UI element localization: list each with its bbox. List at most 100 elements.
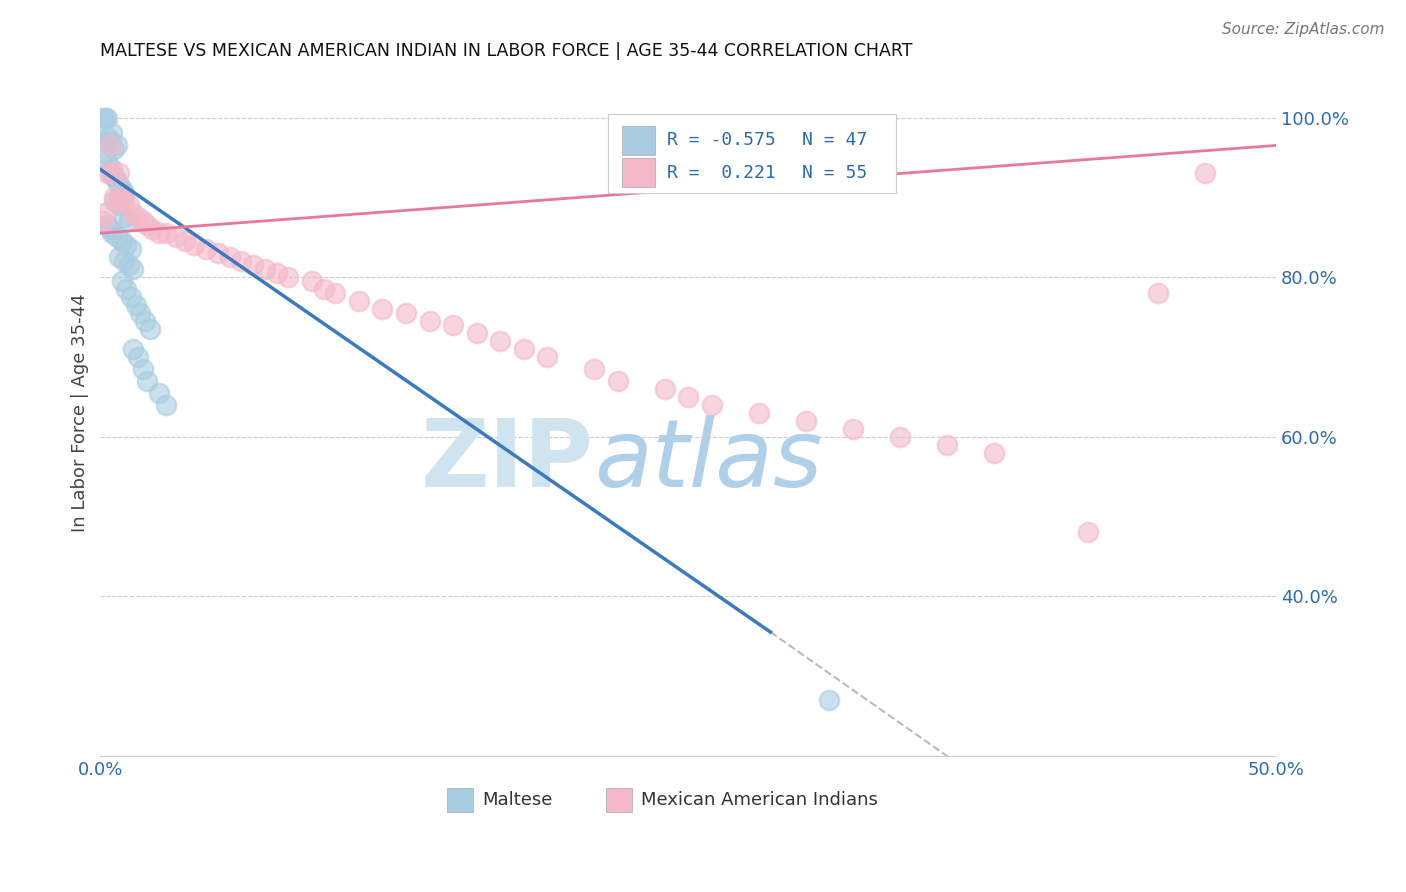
Point <box>606 374 628 388</box>
Point <box>98 138 121 153</box>
Point <box>117 198 139 212</box>
Point <box>1077 525 1099 540</box>
Point <box>700 398 723 412</box>
Point <box>371 301 394 316</box>
Point <box>108 250 131 264</box>
Point <box>110 182 132 196</box>
Point <box>91 135 114 149</box>
Point <box>138 322 160 336</box>
Point <box>105 194 128 209</box>
Point <box>136 218 159 232</box>
Point <box>103 190 125 204</box>
Point <box>115 282 138 296</box>
Point <box>103 143 125 157</box>
Point <box>120 242 142 256</box>
Point <box>103 194 125 209</box>
Point <box>105 138 128 153</box>
Point <box>183 238 205 252</box>
Point <box>112 186 135 201</box>
Point <box>122 206 145 220</box>
Text: ZIP: ZIP <box>422 415 595 507</box>
Point <box>174 234 197 248</box>
Point <box>103 170 125 185</box>
Point <box>131 361 153 376</box>
Point <box>165 230 187 244</box>
Point <box>1147 285 1170 300</box>
Bar <box>623 158 655 187</box>
Point <box>91 111 114 125</box>
Point <box>117 214 139 228</box>
Point <box>654 382 676 396</box>
Text: Maltese: Maltese <box>482 791 553 809</box>
Text: R =  0.221: R = 0.221 <box>666 163 776 182</box>
Point <box>127 350 149 364</box>
Point <box>141 222 163 236</box>
Bar <box>606 789 631 813</box>
Point <box>108 166 131 180</box>
Point <box>218 250 240 264</box>
Point <box>117 258 139 272</box>
Point <box>301 274 323 288</box>
Bar <box>447 789 472 813</box>
Point <box>105 174 128 188</box>
Point <box>112 194 135 209</box>
Point <box>465 326 488 340</box>
Point <box>122 342 145 356</box>
Point <box>115 238 138 252</box>
Bar <box>623 126 655 154</box>
Point <box>347 293 370 308</box>
Text: N = 55: N = 55 <box>803 163 868 182</box>
Point <box>266 266 288 280</box>
Point <box>112 211 135 225</box>
Point <box>512 342 534 356</box>
Point <box>110 190 132 204</box>
Point <box>122 262 145 277</box>
Point <box>124 298 146 312</box>
Point <box>96 166 118 180</box>
Point <box>983 445 1005 459</box>
Point <box>94 146 117 161</box>
Point <box>136 374 159 388</box>
Point <box>98 135 121 149</box>
Y-axis label: In Labor Force | Age 35-44: In Labor Force | Age 35-44 <box>72 293 89 532</box>
Text: Source: ZipAtlas.com: Source: ZipAtlas.com <box>1222 22 1385 37</box>
Point <box>108 198 131 212</box>
Text: R = -0.575: R = -0.575 <box>666 131 776 149</box>
Point <box>105 230 128 244</box>
Point <box>94 111 117 125</box>
Point <box>96 130 118 145</box>
Point <box>96 218 118 232</box>
Text: Mexican American Indians: Mexican American Indians <box>641 791 877 809</box>
Point <box>110 234 132 248</box>
Point <box>231 254 253 268</box>
Point <box>98 222 121 236</box>
Point <box>1194 166 1216 180</box>
Point <box>935 437 957 451</box>
Point <box>794 414 817 428</box>
Point <box>155 398 177 412</box>
Point <box>441 318 464 332</box>
Point <box>148 385 170 400</box>
Point <box>112 254 135 268</box>
Point <box>889 429 911 443</box>
FancyBboxPatch shape <box>609 114 896 194</box>
Point <box>101 226 124 240</box>
Point <box>98 166 121 180</box>
Point <box>277 270 299 285</box>
Point <box>842 422 865 436</box>
Point <box>748 406 770 420</box>
Point <box>195 242 218 256</box>
Point <box>101 162 124 177</box>
Point <box>110 274 132 288</box>
Point <box>253 262 276 277</box>
Point <box>96 154 118 169</box>
Point <box>120 290 142 304</box>
Point <box>94 206 117 220</box>
Point <box>131 214 153 228</box>
Point <box>395 306 418 320</box>
Point <box>312 282 335 296</box>
Point <box>127 211 149 225</box>
Point <box>96 111 118 125</box>
Text: MALTESE VS MEXICAN AMERICAN INDIAN IN LABOR FORCE | AGE 35-44 CORRELATION CHART: MALTESE VS MEXICAN AMERICAN INDIAN IN LA… <box>100 42 912 60</box>
Point <box>676 390 699 404</box>
